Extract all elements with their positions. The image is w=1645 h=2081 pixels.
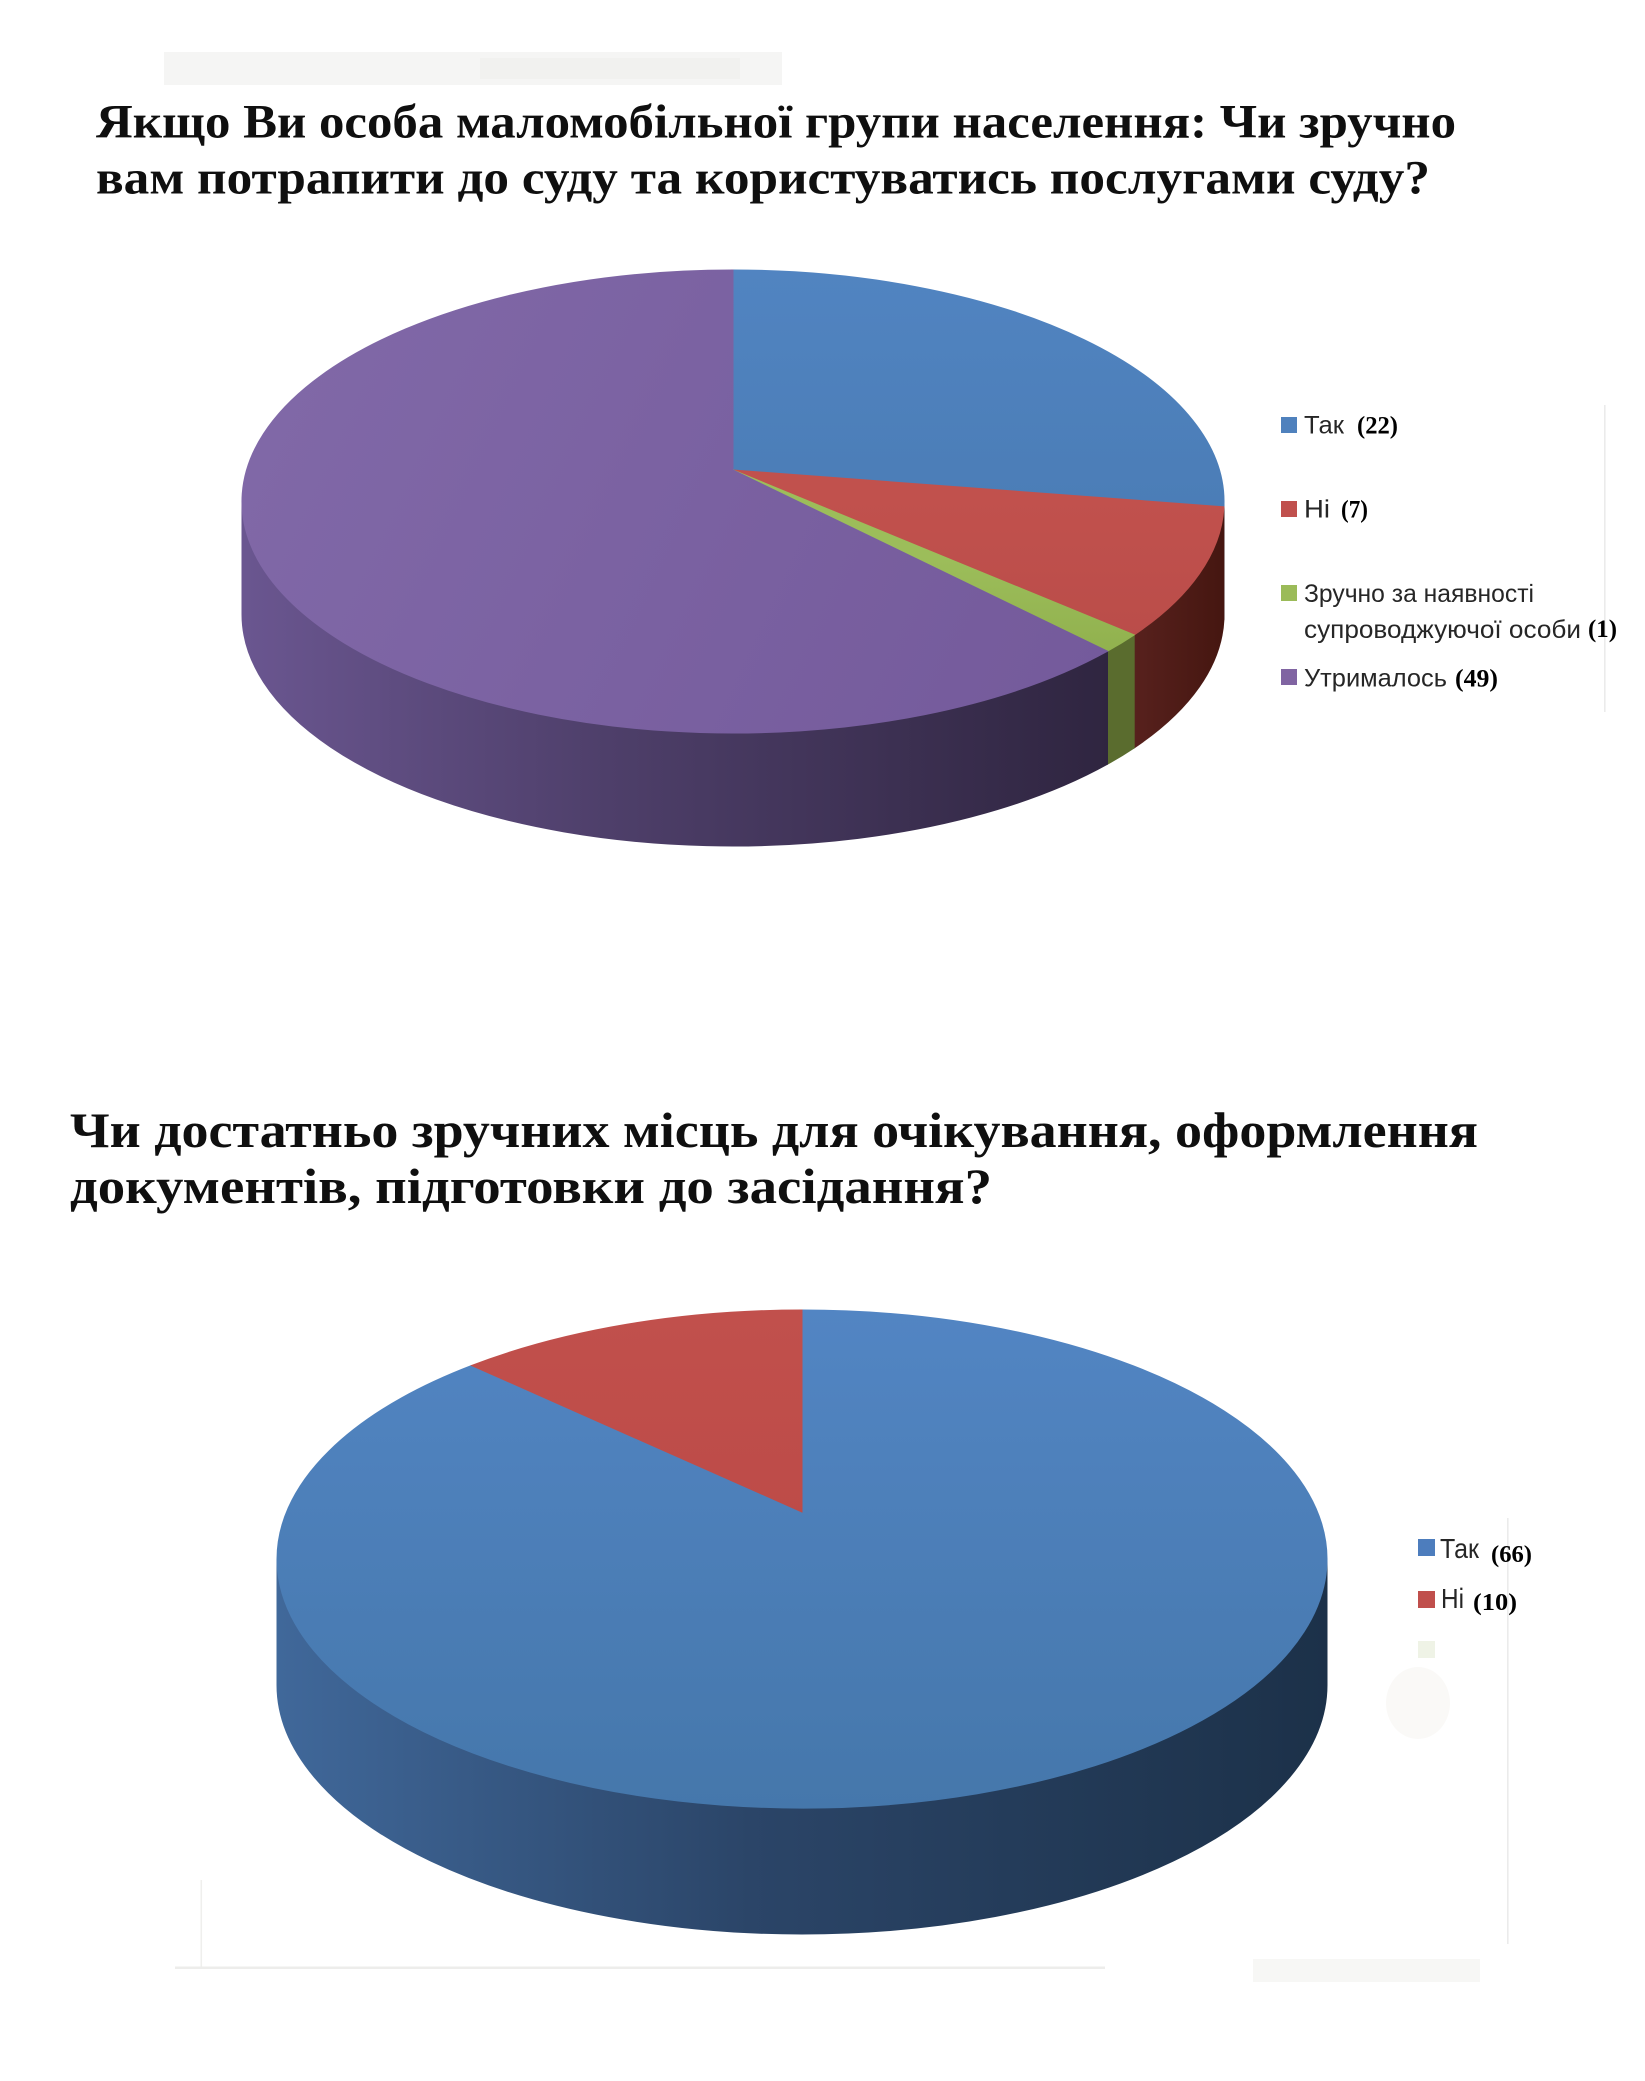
- svg-text:Утрималось: Утрималось: [1304, 665, 1447, 693]
- svg-text:Чи достатньо зручних місць для: Чи достатньо зручних місць для очікуванн…: [70, 1102, 1478, 1158]
- svg-text:вам потрапити до суду та корис: вам потрапити до суду та користуватись п…: [96, 152, 1430, 205]
- svg-text:(49): (49): [1455, 666, 1498, 693]
- svg-text:(1): (1): [1588, 616, 1617, 643]
- svg-text:(10): (10): [1473, 1590, 1517, 1616]
- svg-text:Зручно за наявності: Зручно за наявності: [1304, 580, 1534, 608]
- svg-text:Якщо Ви особа маломобільної гр: Якщо Ви особа маломобільної групи населе…: [96, 96, 1456, 149]
- svg-text:Так: Так: [1304, 412, 1345, 440]
- svg-text:Ні: Ні: [1304, 496, 1330, 524]
- svg-text:документів, підготовки до засі: документів, підготовки до засідання?: [70, 1158, 992, 1214]
- svg-text:Ні: Ні: [1441, 1583, 1464, 1614]
- svg-text:(7): (7): [1341, 497, 1368, 524]
- svg-text:Так: Так: [1440, 1533, 1480, 1564]
- svg-text:(66): (66): [1491, 1542, 1532, 1568]
- svg-text:супроводжуючої особи: супроводжуючої особи: [1304, 616, 1581, 644]
- svg-text:(22): (22): [1357, 413, 1398, 440]
